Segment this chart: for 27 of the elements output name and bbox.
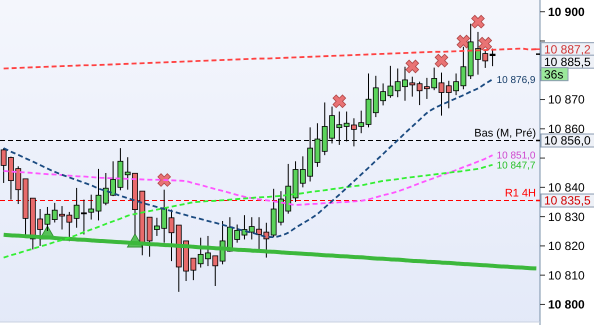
point — [478, 36, 492, 50]
y-tick-label: 10 870 — [548, 92, 586, 107]
y-tick-label: 10 810 — [548, 268, 586, 282]
annotation: Bas (M, Pré) — [474, 128, 536, 140]
line-series — [2, 154, 494, 206]
data-label: 10 876,9 — [496, 74, 536, 86]
data-label: 10 887,2 — [544, 42, 592, 56]
point — [456, 34, 470, 48]
annotation: R1 4H — [504, 188, 536, 200]
point — [406, 60, 420, 74]
y-tick-label: 10 900 — [548, 4, 586, 19]
y-tick-label: 10 830 — [548, 210, 586, 224]
text: 10 885,5 — [544, 54, 591, 69]
line-series — [2, 164, 494, 258]
y-tick-label: 10 800 — [548, 298, 586, 312]
text: 36s — [544, 67, 564, 82]
point — [157, 173, 171, 187]
y-tick-label: 10 820 — [548, 239, 586, 254]
ref-line-label: 10 856,0 — [544, 134, 592, 148]
ref-line-label: 10 835,5 — [544, 194, 592, 208]
point — [332, 94, 346, 108]
data-label: 10 851,0 — [496, 150, 536, 162]
point — [471, 14, 485, 28]
point — [434, 54, 448, 68]
y-tick-label: 10 860 — [548, 122, 586, 136]
y-tick-label: 10 840 — [548, 180, 586, 195]
data-label: 10 847,7 — [496, 160, 536, 172]
